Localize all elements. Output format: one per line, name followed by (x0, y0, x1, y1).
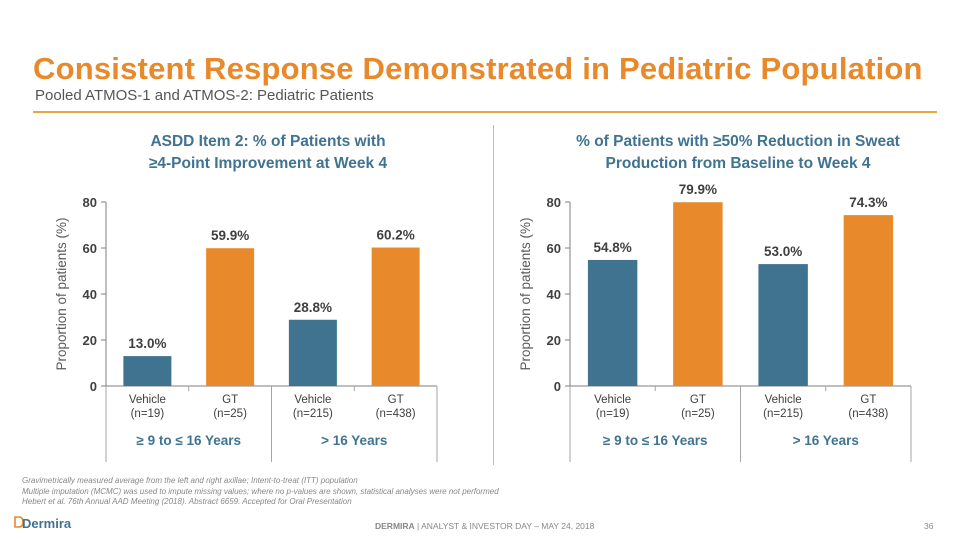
chart-2-data-label-2: 79.9% (679, 182, 717, 197)
chart-1-data-label-1: 13.0% (128, 336, 166, 351)
chart-1-category-label-4: GT (388, 394, 404, 406)
chart-1-group-label-1: ≥ 9 to ≤ 16 Years (136, 433, 241, 448)
footer-event: | ANALYST & INVESTOR DAY – MAY 24, 2018 (414, 521, 595, 531)
chart-1-category-n-3: (n=215) (293, 408, 333, 420)
chart-1-title: ASDD Item 2: % of Patients with ≥4-Point… (78, 131, 458, 175)
chart-1-y-tick-label: 40 (83, 287, 97, 302)
chart-1-data-label-2: 59.9% (211, 228, 249, 243)
chart-2-bar-2 (673, 202, 723, 386)
chart-2-bar-1 (587, 259, 638, 386)
chart-2-bar-4 (843, 215, 894, 386)
chart-1-bar-2 (206, 248, 255, 386)
chart-2-y-tick-label: 60 (547, 241, 561, 256)
chart-1-bar-3 (288, 319, 337, 386)
chart-1-bar-1 (123, 356, 172, 386)
chart-1-data-label-4: 60.2% (376, 228, 414, 243)
chart-1-data-label-3: 28.8% (294, 300, 332, 315)
chart-2-data-label-3: 53.0% (764, 244, 802, 259)
company-logo: Dermira (22, 516, 72, 531)
chart-1-category-n-2: (n=25) (213, 408, 247, 420)
chart-2-category-label-2: GT (690, 394, 706, 406)
chart-2-y-axis-title: Proportion of patients (%) (518, 217, 533, 370)
chart-1-group-label-2: > 16 Years (321, 433, 387, 448)
chart-2-title-line-1: % of Patients with ≥50% Reduction in Swe… (576, 133, 900, 150)
chart-2-category-n-3: (n=215) (763, 408, 803, 420)
chart-2-group-label-1: ≥ 9 to ≤ 16 Years (603, 433, 708, 448)
footnote-2: Multiple imputation (MCMC) was used to i… (22, 486, 499, 496)
chart-2-y-tick-label: 20 (547, 333, 561, 348)
chart-2-title-line-2: Production from Baseline to Week 4 (605, 155, 871, 172)
chart-2-category-n-4: (n=438) (848, 408, 888, 420)
footnotes: Gravimetrically measured average from th… (22, 476, 499, 508)
chart-2-category-label-1: Vehicle (594, 394, 631, 406)
chart-2-category-label-4: GT (860, 394, 876, 406)
chart-2-y-tick-label: 0 (554, 379, 561, 394)
chart-1-category-label-3: Vehicle (294, 394, 331, 406)
chart-2-category-n-1: (n=19) (596, 408, 630, 420)
chart-1-category-label-2: GT (222, 394, 238, 406)
chart-1-category-n-1: (n=19) (131, 408, 165, 420)
chart-1-y-tick-label: 60 (83, 241, 97, 256)
footnote-3: Hebert et al. 76th Annual AAD Meeting (2… (22, 497, 352, 506)
chart-1-bar-4 (371, 247, 420, 386)
slide-title: Consistent Response Demonstrated in Pedi… (33, 51, 923, 86)
chart-2-title: % of Patients with ≥50% Reduction in Swe… (548, 131, 928, 175)
slide-subtitle: Pooled ATMOS-1 and ATMOS-2: Pediatric Pa… (35, 87, 374, 104)
page-number: 36 (924, 521, 934, 531)
dermira-logo-icon (14, 516, 24, 528)
chart-2-data-label-1: 54.8% (593, 240, 631, 255)
chart-1-category-label-1: Vehicle (129, 394, 166, 406)
chart-2-category-n-2: (n=25) (681, 408, 715, 420)
title-rule (33, 111, 937, 113)
chart-1-y-tick-label: 20 (83, 333, 97, 348)
chart-1-y-tick-label: 80 (83, 195, 97, 210)
chart-1-title-line-2: ≥4-Point Improvement at Week 4 (148, 155, 388, 172)
chart-2-bar-3 (758, 264, 808, 386)
chart-2-category-label-3: Vehicle (765, 394, 802, 406)
chart-1-y-tick-label: 0 (90, 379, 97, 394)
chart-2-y-tick-label: 80 (547, 195, 561, 210)
footer-text: DERMIRA | ANALYST & INVESTOR DAY – MAY 2… (375, 521, 594, 531)
chart-1-title-line-1: ASDD Item 2: % of Patients with (150, 133, 386, 150)
footnote-1: Gravimetrically measured average from th… (22, 476, 358, 485)
chart-divider (493, 125, 494, 465)
chart-2-y-tick-label: 40 (547, 287, 561, 302)
chart-2-data-label-4: 74.3% (849, 195, 887, 210)
chart-2-group-label-2: > 16 Years (793, 433, 859, 448)
chart-1-category-n-4: (n=438) (376, 408, 416, 420)
footer-company: DERMIRA (375, 521, 415, 531)
chart-1-y-axis-title: Proportion of patients (%) (54, 217, 69, 370)
